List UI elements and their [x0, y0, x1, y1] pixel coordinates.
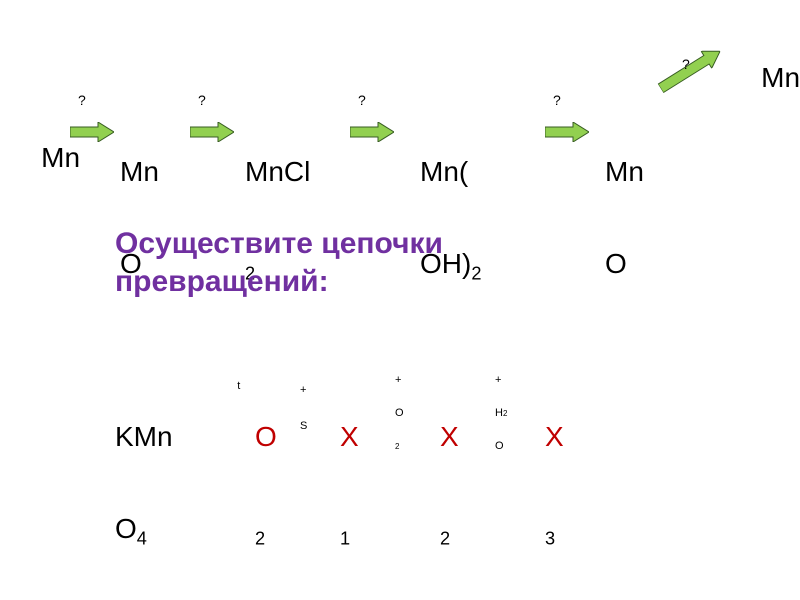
chain2-label-t: t	[225, 368, 240, 404]
chain1-q-3: ?	[358, 92, 366, 108]
chain1-arrow-3	[350, 122, 394, 147]
task-title: Осуществите цепочки превращений:	[115, 225, 443, 300]
chain1-q-1: ?	[78, 92, 86, 108]
chain1-q-5: ?	[682, 56, 690, 72]
chain1-q-2: ?	[198, 92, 206, 108]
chain2-o2: O 2	[255, 360, 286, 600]
chain1-mno-1: Mn O	[120, 95, 159, 341]
diagram-stage: Mn Mn O MnCl 2 Mn( OH)2 Mn O Mn ? ? ? ? …	[0, 0, 800, 600]
chain2-label-o2: + O 2	[395, 353, 407, 474]
chain1-arrow-5	[655, 43, 728, 101]
chain1-arrow-1	[70, 122, 114, 147]
chain1-mnoh2: Mn( OH)2	[420, 95, 481, 341]
chain2-x1: X 1	[340, 360, 371, 600]
chain1-arrow-4	[545, 122, 589, 147]
chain1-arrow-2	[190, 122, 234, 147]
chain1-q-4: ?	[553, 92, 561, 108]
chain2-x2: X 2	[440, 360, 471, 600]
chain2-label-s: + S	[300, 360, 312, 457]
chain1-mncl2: MnCl 2	[245, 95, 310, 341]
chain1-mno-2: Mn O	[605, 95, 644, 341]
chain2-kmno4: KMn O4	[115, 360, 173, 600]
chain1-mn-final: Mn	[730, 30, 800, 126]
chain2-x3: X 3	[545, 360, 576, 600]
chain2-label-h2o: + H2 O	[495, 353, 507, 474]
